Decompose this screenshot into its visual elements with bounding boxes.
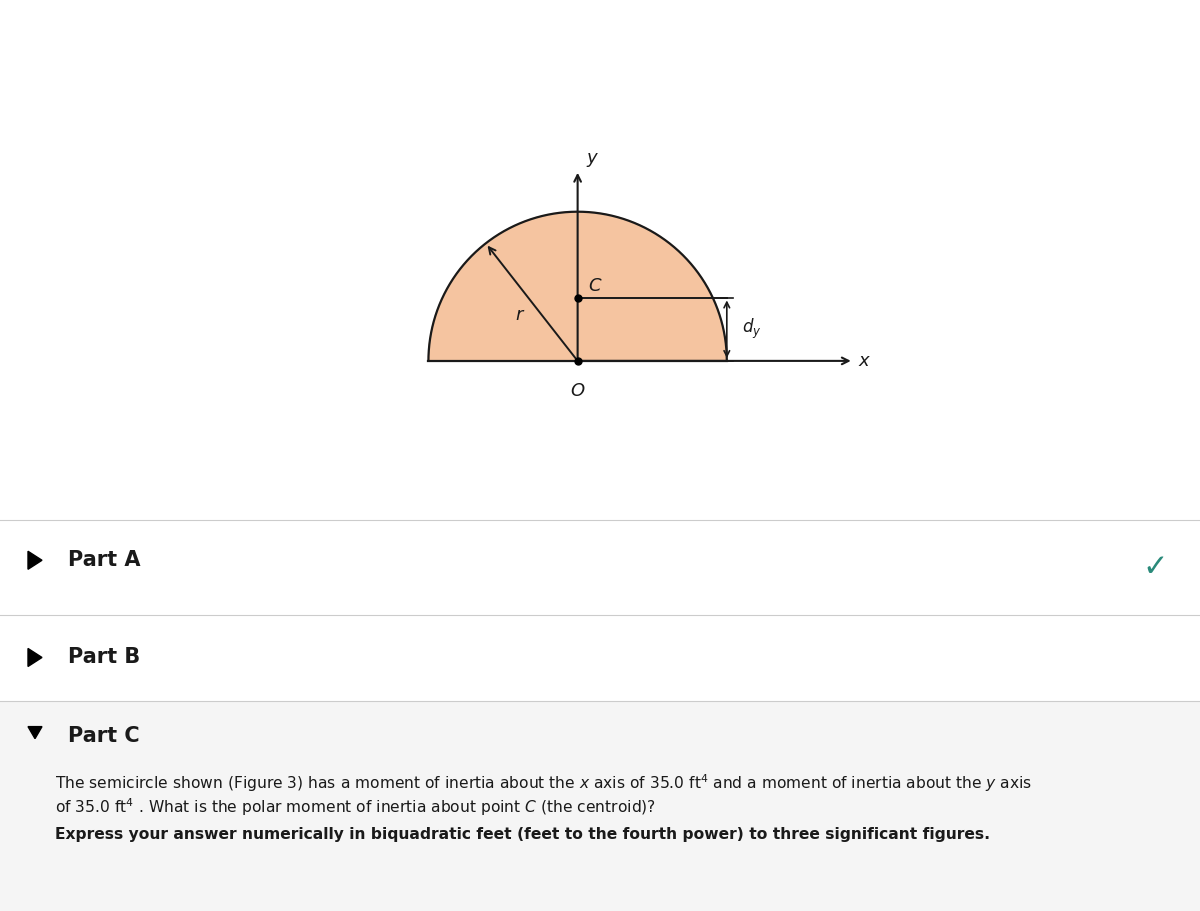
Text: Part B: Part B <box>68 648 140 668</box>
Text: Part A: Part A <box>68 550 140 570</box>
Polygon shape <box>28 727 42 739</box>
Polygon shape <box>28 551 42 569</box>
Text: of 35.0 ft$^4$ . What is the polar moment of inertia about point $C$ (the centro: of 35.0 ft$^4$ . What is the polar momen… <box>55 796 656 818</box>
Text: x: x <box>858 352 869 370</box>
Text: Express your answer numerically in biquadratic feet (feet to the fourth power) t: Express your answer numerically in biqua… <box>55 827 990 843</box>
Polygon shape <box>28 649 42 667</box>
Text: O: O <box>570 382 584 400</box>
Polygon shape <box>428 211 727 361</box>
Text: The semicircle shown (Figure 3) has a moment of inertia about the $x$ axis of 35: The semicircle shown (Figure 3) has a mo… <box>55 772 1032 793</box>
Text: r: r <box>515 306 522 323</box>
Text: $d_y$: $d_y$ <box>742 317 761 342</box>
Text: Part C: Part C <box>68 726 139 745</box>
Text: C: C <box>588 277 601 294</box>
Text: y: y <box>587 148 598 167</box>
Bar <box>0 701 1200 911</box>
Text: ✓: ✓ <box>1142 553 1168 582</box>
